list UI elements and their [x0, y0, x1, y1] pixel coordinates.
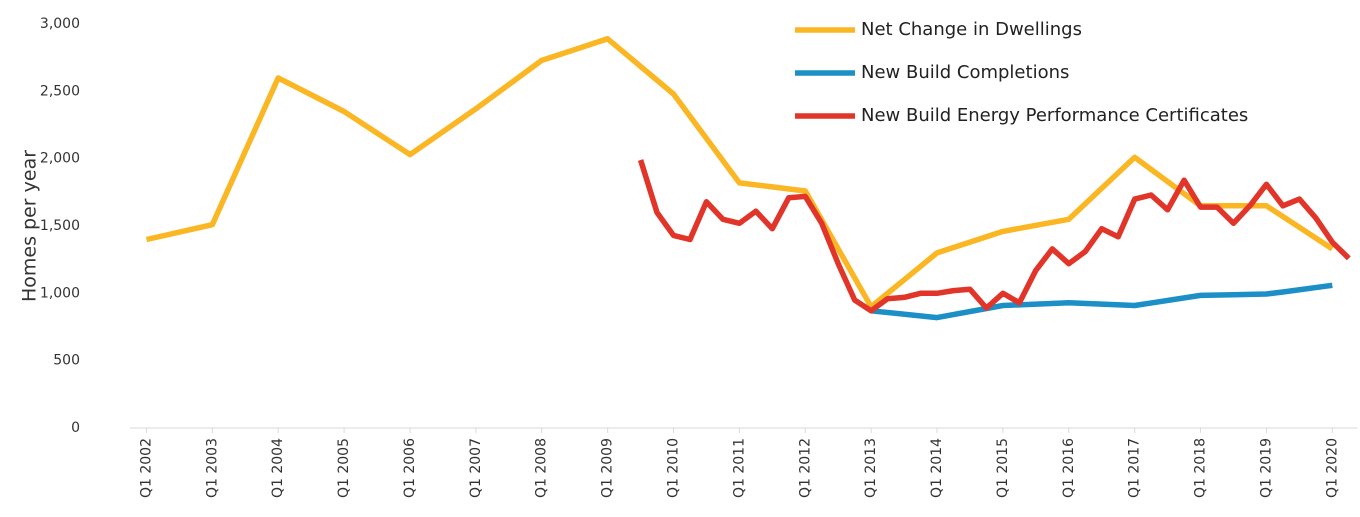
y-tick-label: 2,500 — [40, 83, 80, 99]
y-tick-label: 1,000 — [40, 285, 80, 301]
y-tick-label: 0 — [71, 420, 80, 436]
legend-label: New Build Energy Performance Certificate… — [861, 105, 1248, 126]
x-tick-label: Q1 2005 — [336, 438, 352, 498]
x-tick-label: Q1 2012 — [797, 438, 813, 498]
x-tick-label: Q1 2007 — [468, 438, 484, 498]
x-tick-label: Q1 2004 — [270, 438, 286, 498]
y-tick-label: 1,500 — [40, 218, 80, 234]
x-tick-label: Q1 2011 — [731, 438, 747, 498]
x-tick-label: Q1 2008 — [534, 438, 550, 498]
x-tick-label: Q1 2020 — [1324, 438, 1340, 498]
x-tick-label: Q1 2016 — [1061, 438, 1077, 498]
series-line — [870, 282, 1333, 321]
x-tick-label: Q1 2018 — [1193, 438, 1209, 498]
x-tick-label: Q1 2009 — [600, 438, 616, 498]
y-tick-label: 500 — [53, 353, 80, 369]
x-tick-label: Q1 2014 — [929, 438, 945, 498]
y-axis-title: Homes per year — [19, 150, 41, 302]
series-line — [637, 159, 1351, 314]
x-tick-label: Q1 2010 — [666, 438, 682, 498]
x-tick-label: Q1 2017 — [1127, 438, 1143, 498]
legend-label: Net Change in Dwellings — [861, 19, 1082, 40]
x-tick-label: Q1 2003 — [204, 438, 220, 498]
x-tick-label: Q1 2015 — [995, 438, 1011, 498]
x-tick-label: Q1 2019 — [1258, 438, 1274, 498]
legend-label: New Build Completions — [861, 62, 1069, 83]
x-tick-label: Q1 2006 — [402, 438, 418, 498]
series-line — [145, 36, 1334, 310]
y-tick-label: 3,000 — [40, 16, 80, 32]
x-tick-label: Q1 2002 — [138, 438, 154, 498]
x-tick-label: Q1 2013 — [863, 438, 879, 498]
y-tick-label: 2,000 — [40, 151, 80, 167]
